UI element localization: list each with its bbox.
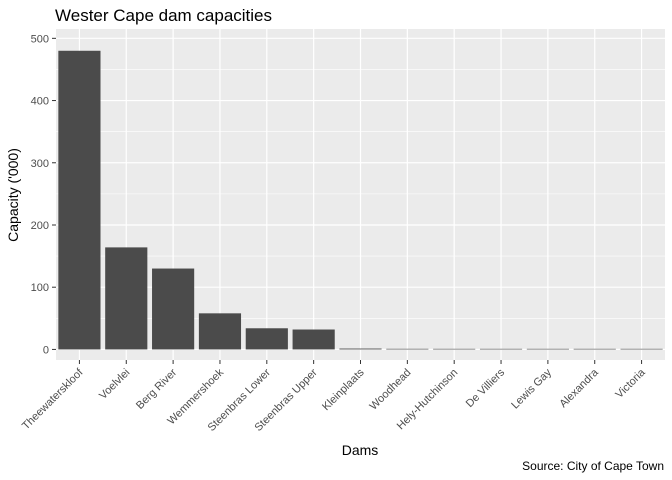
y-tick-label: 500 [31, 33, 49, 45]
bar-kleinplaats [339, 348, 382, 350]
y-tick-label: 100 [31, 282, 49, 294]
x-axis-title: Dams [342, 442, 379, 458]
y-axis-title: Capacity ('000) [5, 148, 21, 242]
x-tick-label: Lewis Gay [509, 366, 554, 411]
bar-berg-river [152, 268, 195, 350]
x-tick-label: Kleinplaats [320, 366, 367, 413]
x-tick-label: De Villiers [464, 366, 508, 410]
bar-voelvlei [105, 247, 148, 350]
bar-steenbras-upper [292, 329, 335, 350]
bar-victoria [620, 348, 663, 350]
source-caption: Source: City of Cape Town [522, 459, 664, 473]
y-axis: 0 100 200 300 400 500 [31, 33, 56, 356]
y-tick-label: 300 [31, 158, 49, 170]
y-tick-label: 0 [43, 344, 49, 356]
bar-theewaterskloof [58, 50, 101, 350]
x-tick-label: Theewaterskloof [20, 366, 86, 432]
x-tick-label: Victoria [613, 366, 648, 401]
bar-woodhead [386, 348, 429, 350]
bar-de-villiers [479, 348, 523, 350]
bar-hely-hutchinson [433, 348, 476, 350]
bar-wemmershoek [198, 313, 242, 350]
grid-lines [56, 29, 665, 360]
x-tick-label: Voelvlei [97, 367, 132, 402]
bar-steenbras-lower [245, 328, 288, 350]
chart-title: Wester Cape dam capacities [55, 6, 272, 25]
bars [58, 50, 663, 350]
x-tick-label: Berg River [134, 366, 179, 411]
bar-lewis-gay [526, 348, 569, 350]
y-tick-label: 400 [31, 96, 49, 108]
x-axis: Theewaterskloof Voelvlei Berg RiverWemmers… [20, 360, 648, 434]
y-tick-label: 200 [31, 220, 49, 232]
x-tick-label: Alexandra [557, 366, 601, 410]
x-tick-label: Woodhead [367, 367, 413, 413]
bar-alexandra [573, 348, 616, 350]
